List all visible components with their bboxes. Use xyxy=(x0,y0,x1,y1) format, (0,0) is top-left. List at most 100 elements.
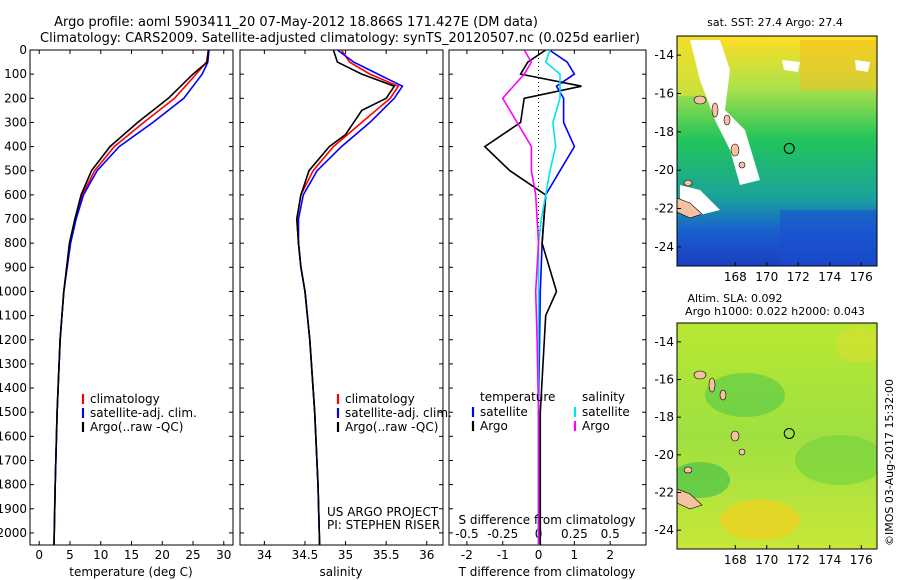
legend-label: Argo xyxy=(480,419,508,433)
series-line xyxy=(53,50,210,545)
legend-title-salinity: salinity xyxy=(582,390,625,404)
depth-tick-label: 800 xyxy=(4,236,27,250)
depth-tick-label: 100 xyxy=(4,67,27,81)
map-lat-label: -18 xyxy=(654,410,674,424)
sla-map-title-line2: Argo h1000: 0.022 h2000: 0.043 xyxy=(685,305,865,318)
series-line xyxy=(501,50,540,545)
series-line xyxy=(53,50,210,545)
x-tick-label: 15 xyxy=(124,548,139,562)
map-lat-label: -16 xyxy=(654,87,674,101)
x-tick-label: 2 xyxy=(606,548,614,562)
x-tick-label: 34 xyxy=(257,548,272,562)
x-tick-label: -0.5 xyxy=(455,527,478,541)
depth-tick-label: 1900 xyxy=(0,502,27,516)
difference-panel: -2 -1 0 1 2-0.5 -0.25 0 0.25 0.5 T difference fr… xyxy=(448,49,647,579)
depth-tick-label: 600 xyxy=(4,188,27,202)
map-lat-label: -14 xyxy=(654,335,674,349)
x-tick-label: 30 xyxy=(216,548,231,562)
series-line xyxy=(295,50,396,545)
series-line xyxy=(53,50,210,545)
map-lat-label: -20 xyxy=(654,448,674,462)
depth-tick-label: 0 xyxy=(19,43,27,57)
temperature-xlabel: temperature (deg C) xyxy=(69,565,192,579)
depth-tick-label: 1800 xyxy=(0,478,27,492)
difference-xlabel: T difference from climatology xyxy=(458,565,636,579)
x-tick-label: 0 xyxy=(35,548,43,562)
x-tick-label: 1 xyxy=(571,548,579,562)
x-tick-label: 34.5 xyxy=(292,548,319,562)
depth-tick-label: 1100 xyxy=(0,309,27,323)
map-lon-label: 170 xyxy=(755,553,778,567)
sst-map: sat. SST: 27.4 Argo: 27.4 168 170 172 174 17… xyxy=(654,16,878,284)
temperature-panel: 0100200300400500600700800900100011001200… xyxy=(0,43,646,579)
map-lon-label: 170 xyxy=(755,270,778,284)
depth-tick-label: 1300 xyxy=(0,357,27,371)
map-lat-label: -18 xyxy=(654,125,674,139)
x-tick-label: -1 xyxy=(497,548,509,562)
depth-tick-label: 1700 xyxy=(0,453,27,467)
argo-position-marker xyxy=(783,427,795,439)
legend-label: satellite xyxy=(582,405,630,419)
depth-tick-label: 1000 xyxy=(0,284,27,298)
depth-tick-label: 900 xyxy=(4,260,27,274)
series-line xyxy=(483,50,582,545)
depth-tick-label: 1200 xyxy=(0,333,27,347)
series-line xyxy=(537,50,576,545)
map-lat-label: -22 xyxy=(654,202,674,216)
argo-position-marker xyxy=(783,142,795,154)
header-line1: Argo profile: aoml 5903411_20 07-May-201… xyxy=(54,15,538,30)
legend-title-temperature: temperature xyxy=(480,390,555,404)
depth-tick-label: 1400 xyxy=(0,381,27,395)
map-lat-label: -20 xyxy=(654,163,674,177)
map-lon-label: 176 xyxy=(850,553,873,567)
x-tick-label: 36 xyxy=(419,548,434,562)
depth-tick-label: 400 xyxy=(4,140,27,154)
x-tick-label: -0.25 xyxy=(487,527,518,541)
series-line xyxy=(537,50,561,545)
depth-tick-label: 1600 xyxy=(0,429,27,443)
map-lon-label: 172 xyxy=(787,553,810,567)
depth-tick-label: 500 xyxy=(4,164,27,178)
map-lat-label: -22 xyxy=(654,486,674,500)
imos-side-label: ©IMOS 03-Aug-2017 15:32:00 xyxy=(883,379,896,546)
salinity-panel: 34 34.5 35 35.5 36 salinity climatologysatel… xyxy=(239,49,452,579)
map-lon-label: 174 xyxy=(818,270,841,284)
x-tick-label: 0.5 xyxy=(601,527,620,541)
legend-label: climatology xyxy=(345,392,415,406)
map-lat-label: -16 xyxy=(654,373,674,387)
depth-tick-label: 700 xyxy=(4,212,27,226)
map-lon-label: 176 xyxy=(850,270,873,284)
x-tick-label: 10 xyxy=(93,548,108,562)
salinity-xlabel: salinity xyxy=(319,565,362,579)
map-lon-label: 168 xyxy=(724,553,747,567)
legend-label: Argo xyxy=(582,419,610,433)
header-line2: Climatology: CARS2009. Satellite-adjuste… xyxy=(40,31,640,46)
map-lon-label: 168 xyxy=(724,270,747,284)
legend-label: satellite-adj. clim. xyxy=(90,406,197,420)
x-tick-label: 25 xyxy=(185,548,200,562)
x-tick-label: 20 xyxy=(155,548,170,562)
x-tick-label: 35 xyxy=(338,548,353,562)
map-lat-label: -24 xyxy=(654,240,674,254)
depth-tick-label: 200 xyxy=(4,91,27,105)
x-tick-label: 5 xyxy=(66,548,74,562)
series-line xyxy=(295,50,400,545)
depth-tick-label: 1500 xyxy=(0,405,27,419)
legend-label: Argo(..raw -QC) xyxy=(90,420,183,434)
legend-label: satellite xyxy=(480,405,528,419)
x-tick-label: -2 xyxy=(461,548,473,562)
project-annotation-line1: US ARGO PROJECT xyxy=(327,505,439,519)
map-lon-label: 172 xyxy=(787,270,810,284)
map-lon-label: 174 xyxy=(818,553,841,567)
depth-tick-label: 300 xyxy=(4,115,27,129)
project-annotation-line2: PI: STEPHEN RISER xyxy=(327,518,440,532)
series-line xyxy=(297,50,404,545)
legend-label: climatology xyxy=(90,392,160,406)
sla-map-title-line1: Altim. SLA: 0.092 xyxy=(687,292,782,305)
legend-label: Argo(..raw -QC) xyxy=(345,420,438,434)
x-tick-label: 35.5 xyxy=(373,548,400,562)
map-lat-label: -24 xyxy=(654,523,674,537)
map-lat-label: -14 xyxy=(654,48,674,62)
sst-map-title: sat. SST: 27.4 Argo: 27.4 xyxy=(707,16,843,29)
